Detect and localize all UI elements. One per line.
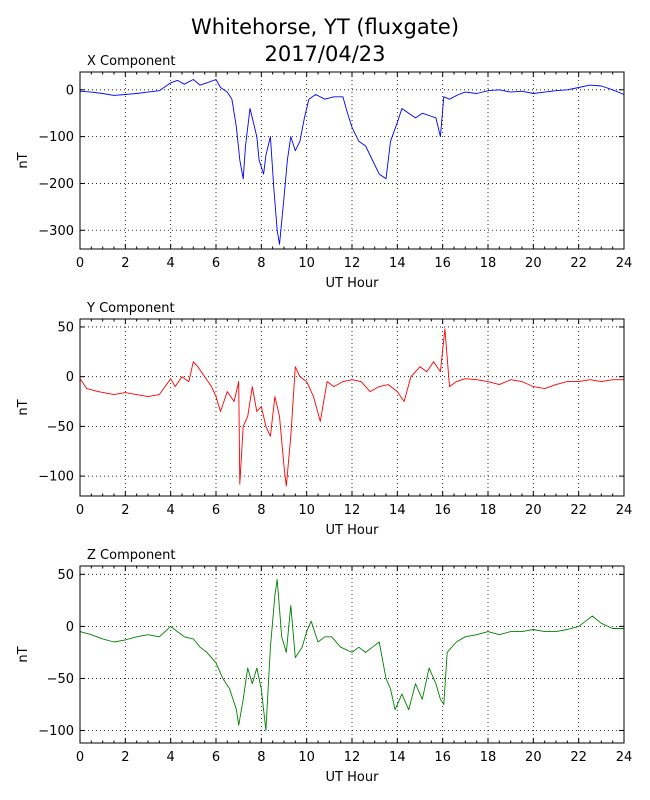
x-tick-label: 24 — [616, 503, 633, 518]
x-tick-label: 12 — [344, 750, 361, 765]
figure-title-line2: 2017/04/23 — [264, 42, 385, 66]
x-tick-label: 18 — [480, 750, 497, 765]
x-tick-label: 2 — [121, 750, 129, 765]
y-tick-label: 0 — [66, 370, 74, 385]
y-tick-label: 50 — [57, 320, 74, 335]
y-tick-label: 50 — [57, 568, 74, 583]
y-axis-label: nT — [16, 152, 31, 168]
x-tick-label: 14 — [389, 503, 406, 518]
x-tick-label: 18 — [480, 256, 497, 271]
x-axis-label: UT Hour — [326, 276, 380, 291]
x-tick-label: 14 — [389, 750, 406, 765]
figure-title-line1: Whitehorse, YT (fluxgate) — [191, 15, 459, 39]
x-tick-label: 0 — [76, 503, 84, 518]
x-tick-label: 10 — [298, 750, 315, 765]
x-tick-label: 20 — [525, 503, 542, 518]
x-tick-label: 6 — [212, 256, 220, 271]
y-tick-label: −100 — [38, 470, 74, 485]
x-tick-label: 8 — [257, 750, 265, 765]
plot-frame — [79, 71, 625, 250]
x-tick-label: 6 — [212, 750, 220, 765]
x-tick-label: 2 — [121, 503, 129, 518]
y-tick-label: −100 — [38, 724, 74, 739]
series-line-x — [79, 79, 625, 245]
plot-frame — [79, 565, 625, 744]
x-tick-label: 4 — [167, 750, 175, 765]
x-tick-label: 20 — [525, 750, 542, 765]
x-axis-label: UT Hour — [326, 770, 380, 785]
x-tick-label: 0 — [76, 750, 84, 765]
x-axis-label: UT Hour — [326, 523, 380, 538]
y-tick-label: −300 — [38, 224, 74, 239]
x-tick-label: 2 — [121, 256, 129, 271]
y-tick-label: 0 — [66, 620, 74, 635]
x-tick-label: 22 — [570, 503, 587, 518]
x-tick-label: 16 — [434, 256, 451, 271]
x-tick-label: 4 — [167, 503, 175, 518]
x-tick-label: 18 — [480, 503, 497, 518]
x-tick-label: 10 — [298, 256, 315, 271]
x-tick-label: 8 — [257, 256, 265, 271]
x-tick-label: 6 — [212, 503, 220, 518]
x-tick-label: 16 — [434, 503, 451, 518]
x-tick-label: 24 — [616, 256, 633, 271]
y-tick-label: 0 — [66, 83, 74, 98]
x-tick-label: 10 — [298, 503, 315, 518]
x-tick-label: 16 — [434, 750, 451, 765]
y-tick-label: −50 — [47, 672, 74, 687]
y-tick-label: −50 — [47, 420, 74, 435]
x-tick-label: 14 — [389, 256, 406, 271]
series-line-z — [79, 579, 624, 731]
x-tick-label: 0 — [76, 256, 84, 271]
x-tick-label: 12 — [344, 503, 361, 518]
y-axis-label: nT — [16, 646, 31, 662]
x-tick-label: 22 — [570, 750, 587, 765]
y-tick-label: −200 — [38, 177, 74, 192]
series-line-y — [79, 328, 624, 487]
x-tick-label: 24 — [616, 750, 633, 765]
x-tick-label: 22 — [570, 256, 587, 271]
panel-z-title: Z Component — [87, 548, 176, 563]
panel-x-title: X Component — [87, 54, 176, 69]
x-tick-label: 20 — [525, 256, 542, 271]
y-tick-label: −100 — [38, 130, 74, 145]
panel-y-title: Y Component — [86, 301, 175, 316]
plot-frame — [79, 318, 625, 497]
x-tick-label: 4 — [167, 256, 175, 271]
x-tick-label: 12 — [344, 256, 361, 271]
y-axis-label: nT — [16, 399, 31, 415]
x-tick-label: 8 — [257, 503, 265, 518]
